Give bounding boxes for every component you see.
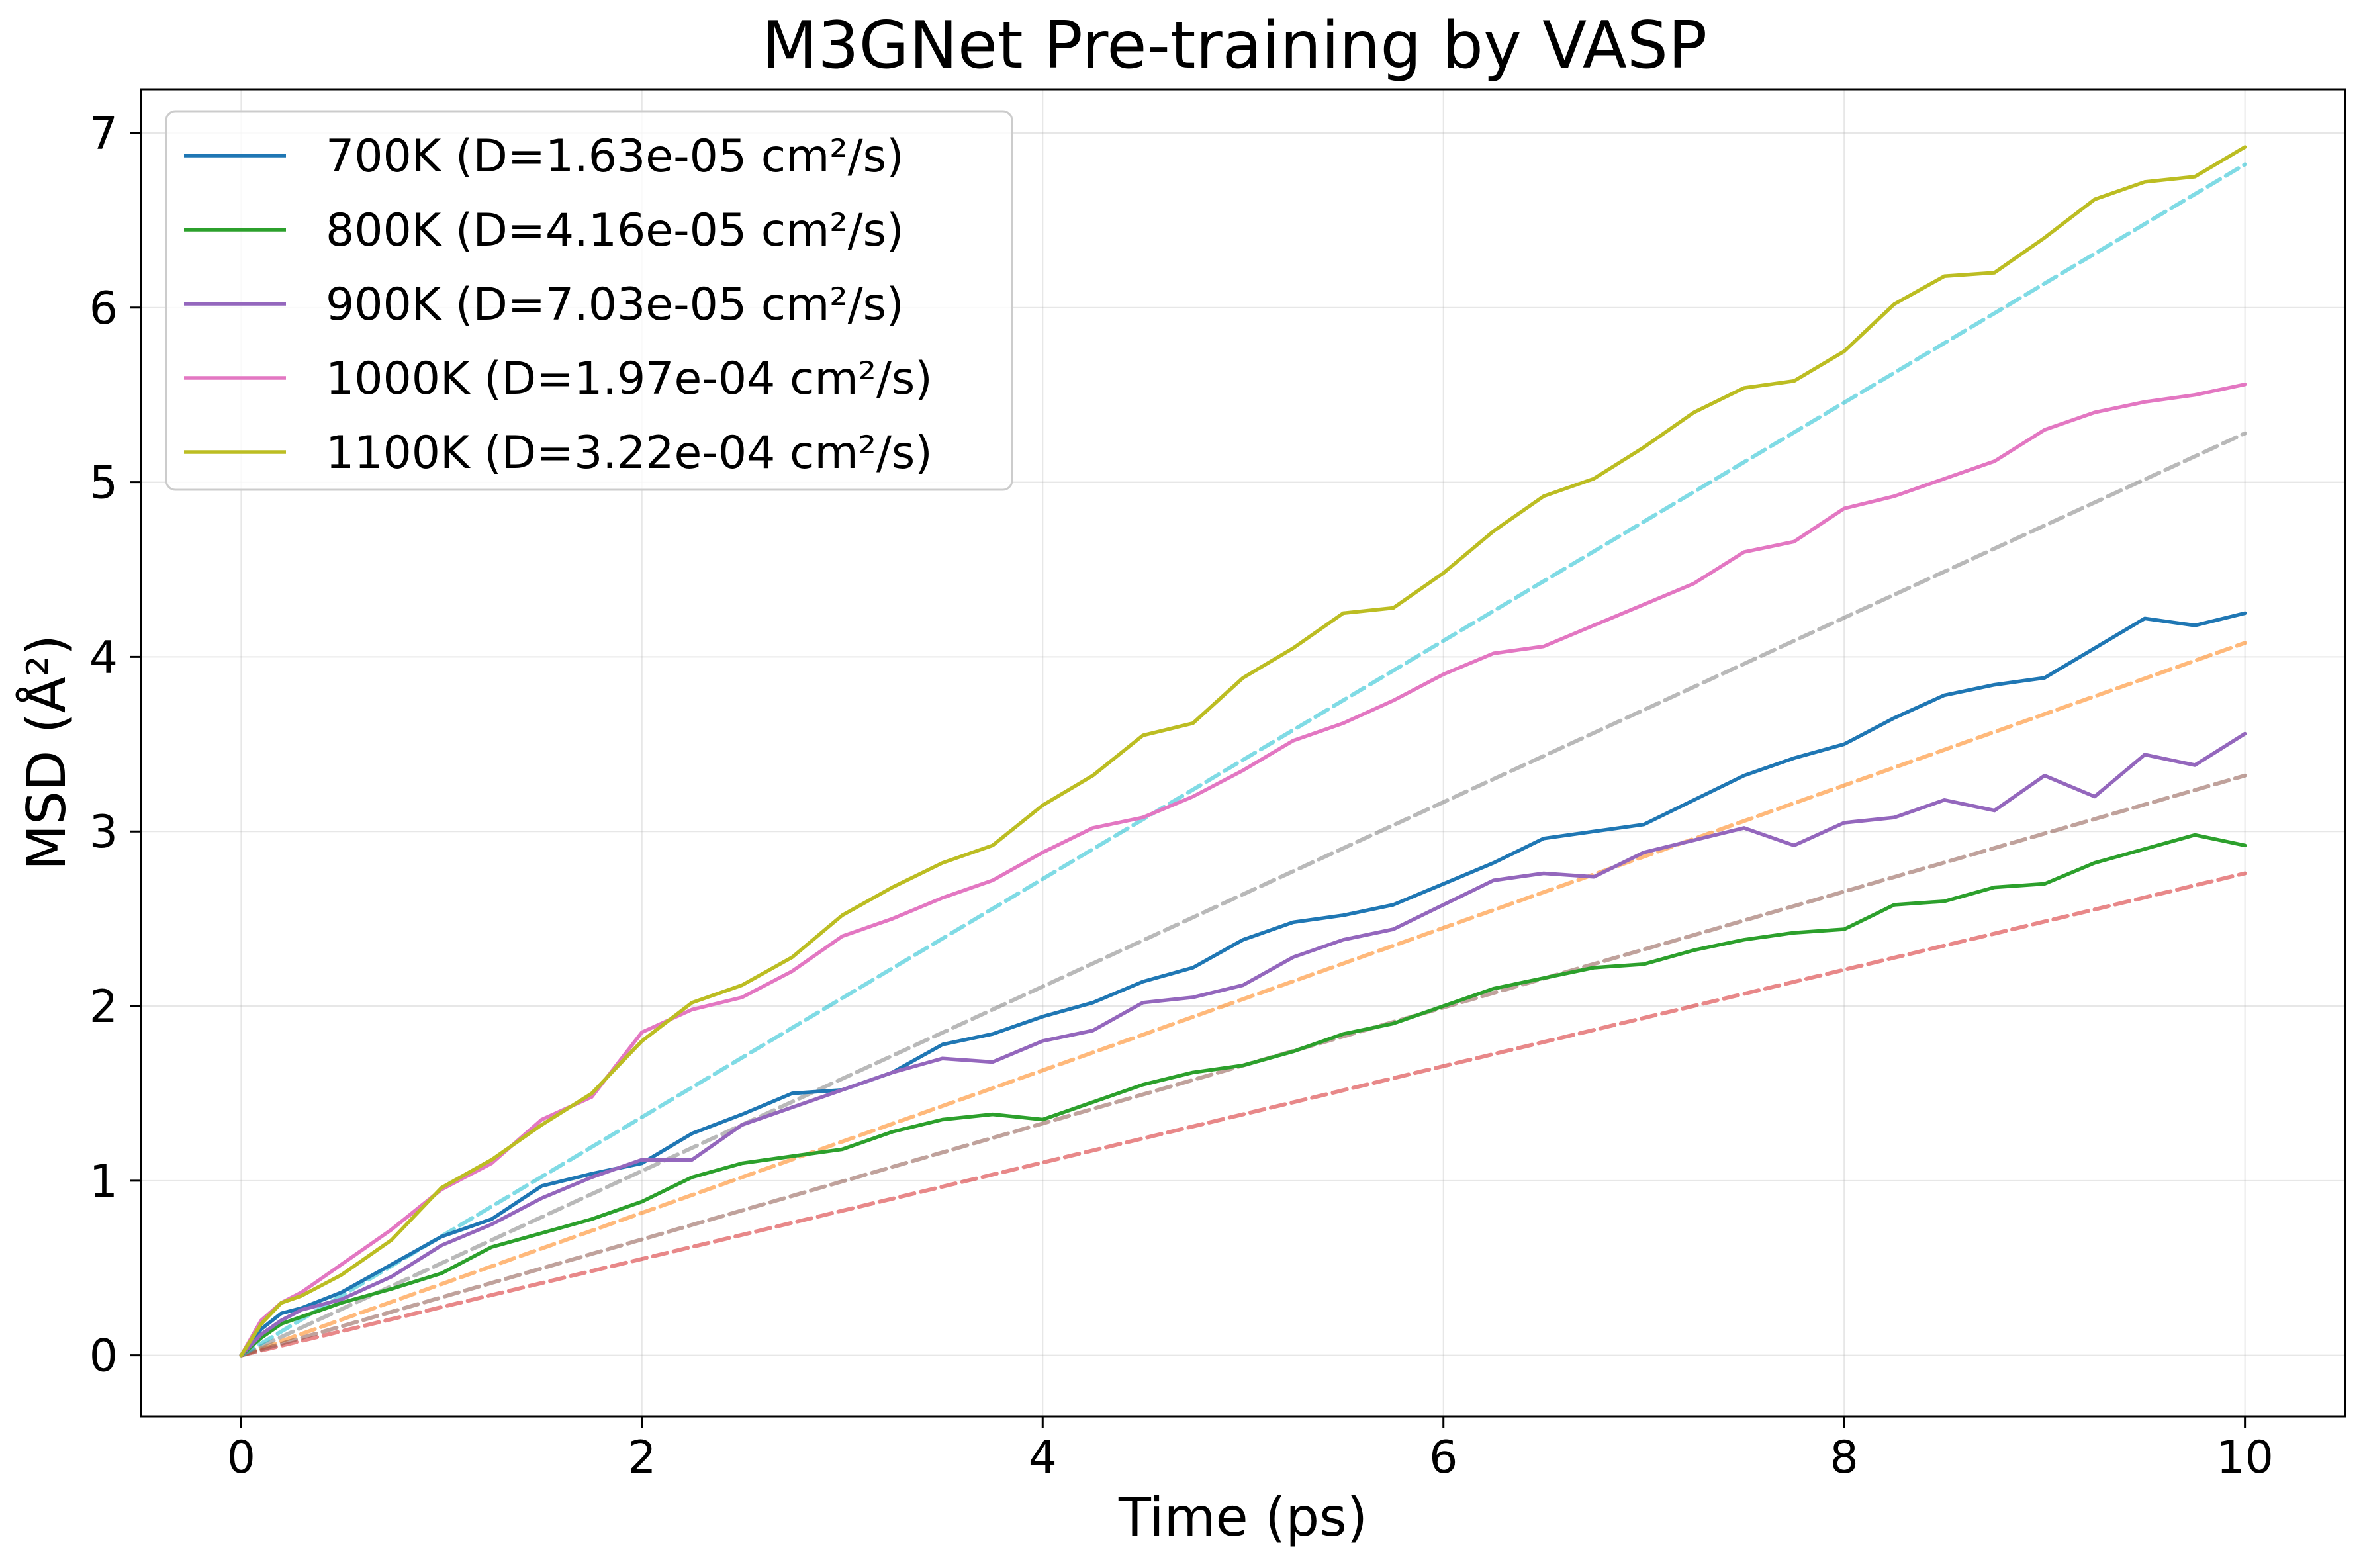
- fit-line: [239, 162, 2247, 1358]
- msd-line: [239, 731, 2247, 1358]
- x-tick-label: 2: [627, 1432, 656, 1484]
- legend-label: 800K (D=4.16e-05 cm²/s): [326, 205, 904, 257]
- legend: 700K (D=1.63e-05 cm²/s) 800K (D=4.16e-05 …: [165, 110, 1013, 491]
- y-tick-label: 5: [89, 457, 118, 510]
- y-tick-label: 0: [89, 1330, 118, 1383]
- msd-line: [239, 611, 2247, 1358]
- x-tick-label: 0: [227, 1432, 255, 1484]
- y-tick-label: 3: [89, 806, 118, 858]
- x-axis-ticks: 0 2 4 6 8 10: [227, 1416, 2274, 1484]
- msd-line: [239, 833, 2247, 1358]
- y-tick-label: 6: [89, 283, 118, 335]
- fit-line: [239, 641, 2247, 1358]
- msd-curves: [239, 145, 2247, 1358]
- legend-label: 1100K (D=3.22e-04 cm²/s): [326, 427, 933, 479]
- fit-line: [239, 871, 2247, 1358]
- legend-items: 700K (D=1.63e-05 cm²/s) 800K (D=4.16e-05 …: [184, 130, 933, 479]
- y-tick-label: 1: [89, 1156, 118, 1208]
- plot-frame: [140, 88, 2346, 1418]
- x-axis-label: Time (ps): [1118, 1487, 1367, 1548]
- x-tick-label: 6: [1429, 1432, 1458, 1484]
- fit-line: [239, 431, 2247, 1358]
- y-axis-label: MSD (Å²): [15, 635, 77, 870]
- x-tick-label: 8: [1830, 1432, 1859, 1484]
- legend-label: 1000K (D=1.97e-04 cm²/s): [326, 353, 933, 405]
- msd-line: [239, 383, 2247, 1358]
- x-tick-label: 10: [2216, 1432, 2274, 1484]
- y-axis-ticks: 0 1 2 3 4 5 6 7: [89, 108, 141, 1383]
- chart-title: M3GNet Pre-training by VASP: [762, 8, 1707, 83]
- legend-label: 700K (D=1.63e-05 cm²/s): [326, 130, 904, 183]
- y-tick-label: 7: [89, 108, 118, 160]
- y-tick-label: 2: [89, 981, 118, 1033]
- legend-label: 900K (D=7.03e-05 cm²/s): [326, 279, 904, 331]
- y-tick-label: 4: [89, 631, 118, 684]
- x-tick-label: 4: [1029, 1432, 1057, 1484]
- fit-lines: [239, 162, 2247, 1358]
- msd-line: [239, 145, 2247, 1358]
- legend-box: [165, 110, 1013, 491]
